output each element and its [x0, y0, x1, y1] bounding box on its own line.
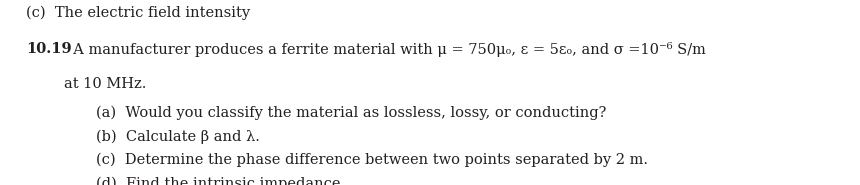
Text: (a)  Would you classify the material as lossless, lossy, or conducting?: (a) Would you classify the material as l…: [96, 105, 606, 120]
Text: A manufacturer produces a ferrite material with μ = 750μₒ, ε = 5εₒ, and σ =10⁻⁶ : A manufacturer produces a ferrite materi…: [64, 42, 705, 57]
Text: (c)  The electric field intensity: (c) The electric field intensity: [26, 6, 250, 20]
Text: (b)  Calculate β and λ.: (b) Calculate β and λ.: [96, 130, 261, 144]
Text: (d)  Find the intrinsic impedance.: (d) Find the intrinsic impedance.: [96, 177, 346, 185]
Text: at 10 MHz.: at 10 MHz.: [64, 77, 146, 91]
Text: (c)  Determine the phase difference between two points separated by 2 m.: (c) Determine the phase difference betwe…: [96, 153, 648, 167]
Text: 10.19: 10.19: [26, 42, 71, 56]
